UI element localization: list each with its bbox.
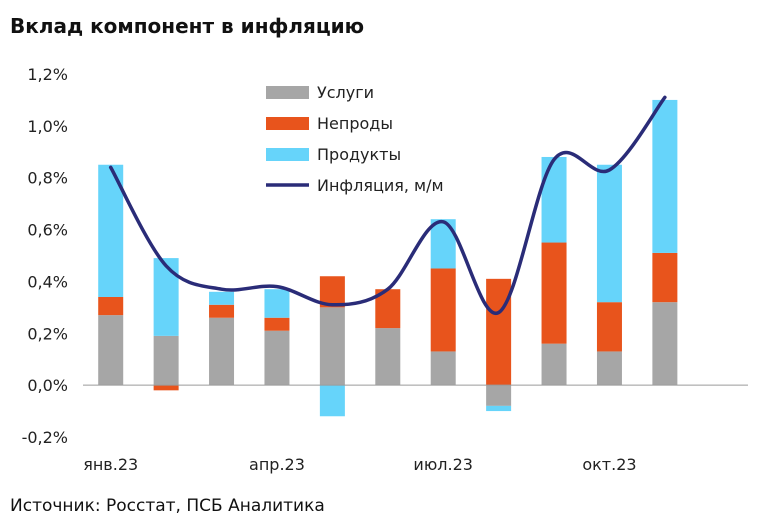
bar-segment [486,385,512,406]
bar-segment [541,343,567,386]
inflation-line [108,95,667,315]
bar-segment [264,317,290,331]
bar-segment [319,385,345,417]
source-note: Источник: Росстат, ПСБ Аналитика [10,496,325,516]
bar-segment [596,164,622,303]
bar-segment [375,328,401,386]
legend-label: Продукты [317,145,401,164]
legend-label: Услуги [317,83,374,102]
legend-label: Непроды [317,114,393,133]
legend-swatch [266,117,309,130]
bar-segment [264,289,290,318]
bar-segment [153,335,179,386]
x-tick-label: апр.23 [249,455,305,474]
y-tick-label: -0,2% [22,428,68,447]
legend-swatch [266,86,309,99]
y-tick-label: 1,0% [27,117,68,136]
bar-segment [596,302,622,352]
bar-segment [541,242,567,344]
bar-segment [430,219,456,269]
bar-segment [652,302,678,386]
bar-segment [153,258,179,336]
y-tick-label: 0,0% [27,376,68,395]
y-tick-label: 0,4% [27,272,68,291]
bar-segment [486,405,512,412]
y-tick-label: 0,6% [27,221,68,240]
bar-segment [652,252,678,303]
x-tick-label: окт.23 [582,455,636,474]
bar-segment [319,307,345,386]
bar-segment [430,351,456,386]
bar-segment [264,330,290,386]
y-tick-label: 0,8% [27,169,68,188]
bar-segment [209,317,235,386]
y-tick-label: 0,2% [27,324,68,343]
x-tick-label: янв.23 [83,455,138,474]
bar-segment [98,315,124,386]
bar-segment [541,156,567,243]
bar-segment [209,291,235,305]
bar-segment [98,296,124,316]
legend-label: Инфляция, м/м [317,176,444,195]
chart-title: Вклад компонент в инфляцию [10,14,365,38]
bar-segment [486,278,512,386]
bar-segment [430,268,456,352]
bar-segment [596,351,622,386]
bar-segment [652,99,678,253]
chart: -0,2% 0,0% 0,2% 0,4% 0,6% 0,8% 1,0% 1,2% янв.23 а… [22,65,748,474]
bar-segment [209,304,235,318]
x-tick-label: июл.23 [413,455,473,474]
legend-swatch [266,148,309,161]
y-tick-label: 1,2% [27,65,68,84]
bar-segment [153,385,179,391]
